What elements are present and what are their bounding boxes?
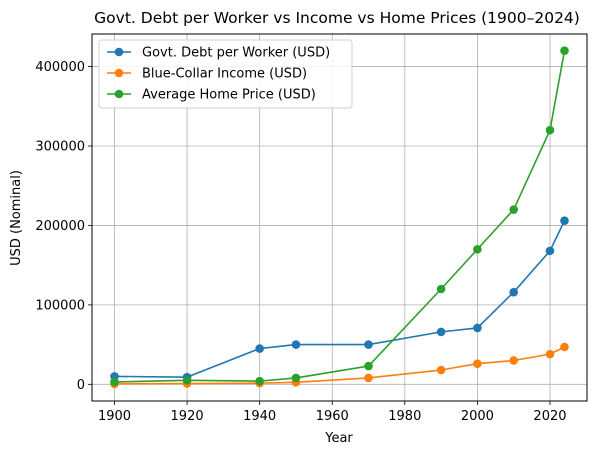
y-tick-label: 400000 — [35, 60, 85, 75]
data-point — [473, 323, 482, 333]
series-line — [114, 50, 566, 383]
data-point — [473, 359, 482, 368]
legend-label: Govt. Debt per Worker (USD) — [142, 46, 330, 61]
y-tick-label: 0 — [77, 378, 85, 393]
data-point — [255, 344, 264, 353]
data-point — [182, 376, 192, 385]
x-axis-title: Year — [324, 431, 353, 446]
data-point — [560, 216, 569, 225]
legend-swatch-marker — [114, 68, 124, 78]
data-point — [436, 327, 446, 337]
x-tick-label: 1900 — [98, 409, 131, 424]
legend-label: Average Home Price (USD) — [142, 88, 316, 103]
data-point — [509, 287, 518, 297]
series-line — [114, 346, 565, 385]
data-point — [436, 284, 446, 294]
data-point — [364, 340, 373, 349]
data-point — [509, 205, 518, 214]
series-3 — [110, 46, 569, 387]
x-tick-label: 1940 — [243, 409, 276, 424]
data-point — [291, 373, 301, 383]
x-tick-label: 1960 — [316, 409, 349, 424]
x-tick-label: 2020 — [533, 409, 566, 424]
data-point — [509, 356, 518, 365]
data-point — [560, 46, 569, 55]
series-line — [114, 220, 566, 378]
data-point — [545, 125, 555, 135]
y-tick-label: 200000 — [35, 219, 85, 234]
chart-title: Govt. Debt per Worker vs Income vs Home … — [94, 9, 580, 27]
x-tick-label: 2000 — [461, 409, 494, 424]
data-point — [545, 349, 555, 359]
data-point — [291, 340, 301, 349]
y-tick-label: 100000 — [35, 298, 85, 313]
x-tick-label: 1980 — [388, 409, 421, 424]
data-point — [473, 244, 482, 254]
legend-swatch-marker — [114, 47, 124, 57]
data-point — [255, 376, 264, 386]
legend-entry: Govt. Debt per Worker (USD) — [107, 46, 330, 61]
ticks: 1900 1920 1940 1960 1980 2000 2020 0 100000 20000… — [35, 60, 566, 424]
legend-entry: Blue-Collar Income (USD) — [107, 67, 307, 82]
data-point — [364, 361, 373, 371]
plot-frame — [91, 33, 588, 402]
y-axis-title: USD (Nominal) — [9, 170, 24, 266]
series-layer — [110, 46, 569, 389]
data-point — [436, 365, 446, 375]
legend: Govt. Debt per Worker (USD) Blue-Collar I… — [98, 39, 353, 109]
legend-label: Blue-Collar Income (USD) — [142, 67, 307, 82]
x-tick-label: 1920 — [171, 409, 204, 424]
y-tick-label: 300000 — [35, 140, 85, 155]
legend-box — [98, 39, 353, 109]
legend-entry: Average Home Price (USD) — [107, 88, 316, 103]
data-point — [110, 377, 119, 387]
data-point — [545, 246, 555, 256]
data-point — [560, 342, 569, 352]
data-point — [364, 373, 373, 383]
legend-swatch-marker — [114, 89, 124, 99]
